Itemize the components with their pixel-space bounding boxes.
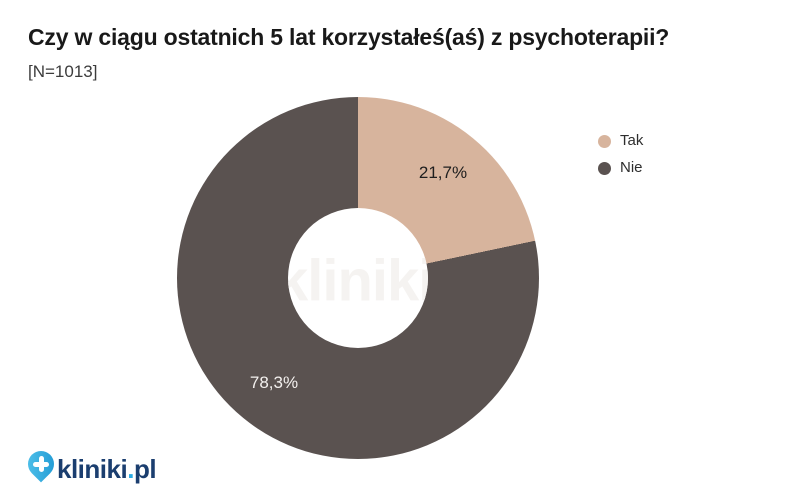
slice-label-nie: 78,3% (249, 373, 299, 392)
sample-size-label: [N=1013] (28, 62, 98, 81)
legend-swatch-nie-icon (598, 161, 611, 175)
legend: Tak Nie (598, 132, 644, 176)
slice-label-tak: 21,7% (418, 163, 468, 182)
logo-tld: pl (133, 454, 157, 484)
donut-hole: kliniki.pl (288, 208, 428, 348)
donut-chart: 21,7% 78,3% kliniki.pl (177, 97, 539, 459)
logo-brand: kliniki (57, 454, 128, 484)
logo-text: kliniki.pl (57, 454, 157, 485)
legend-item-nie: Nie (598, 159, 643, 176)
chart-title: Czy w ciągu ostatnich 5 lat korzystałeś(… (28, 24, 670, 50)
watermark-text: kliniki.pl (288, 248, 428, 314)
legend-swatch-tak-icon (598, 134, 611, 148)
legend-item-tak: Tak (598, 132, 644, 149)
legend-label-tak: Tak (620, 132, 644, 149)
location-pin-icon (28, 451, 54, 477)
logo-dot: . (127, 454, 134, 484)
legend-label-nie: Nie (620, 159, 643, 176)
plus-icon (33, 456, 49, 472)
